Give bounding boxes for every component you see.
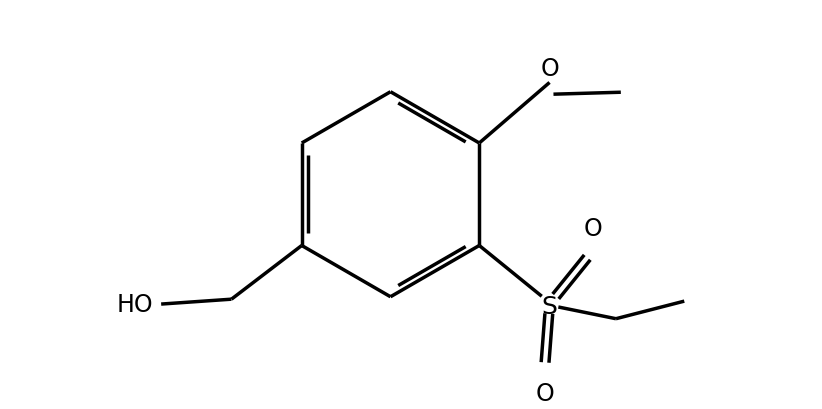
- Text: S: S: [542, 294, 557, 318]
- Text: HO: HO: [117, 292, 154, 316]
- Text: O: O: [583, 216, 602, 240]
- Text: O: O: [540, 56, 559, 80]
- Text: O: O: [535, 381, 554, 405]
